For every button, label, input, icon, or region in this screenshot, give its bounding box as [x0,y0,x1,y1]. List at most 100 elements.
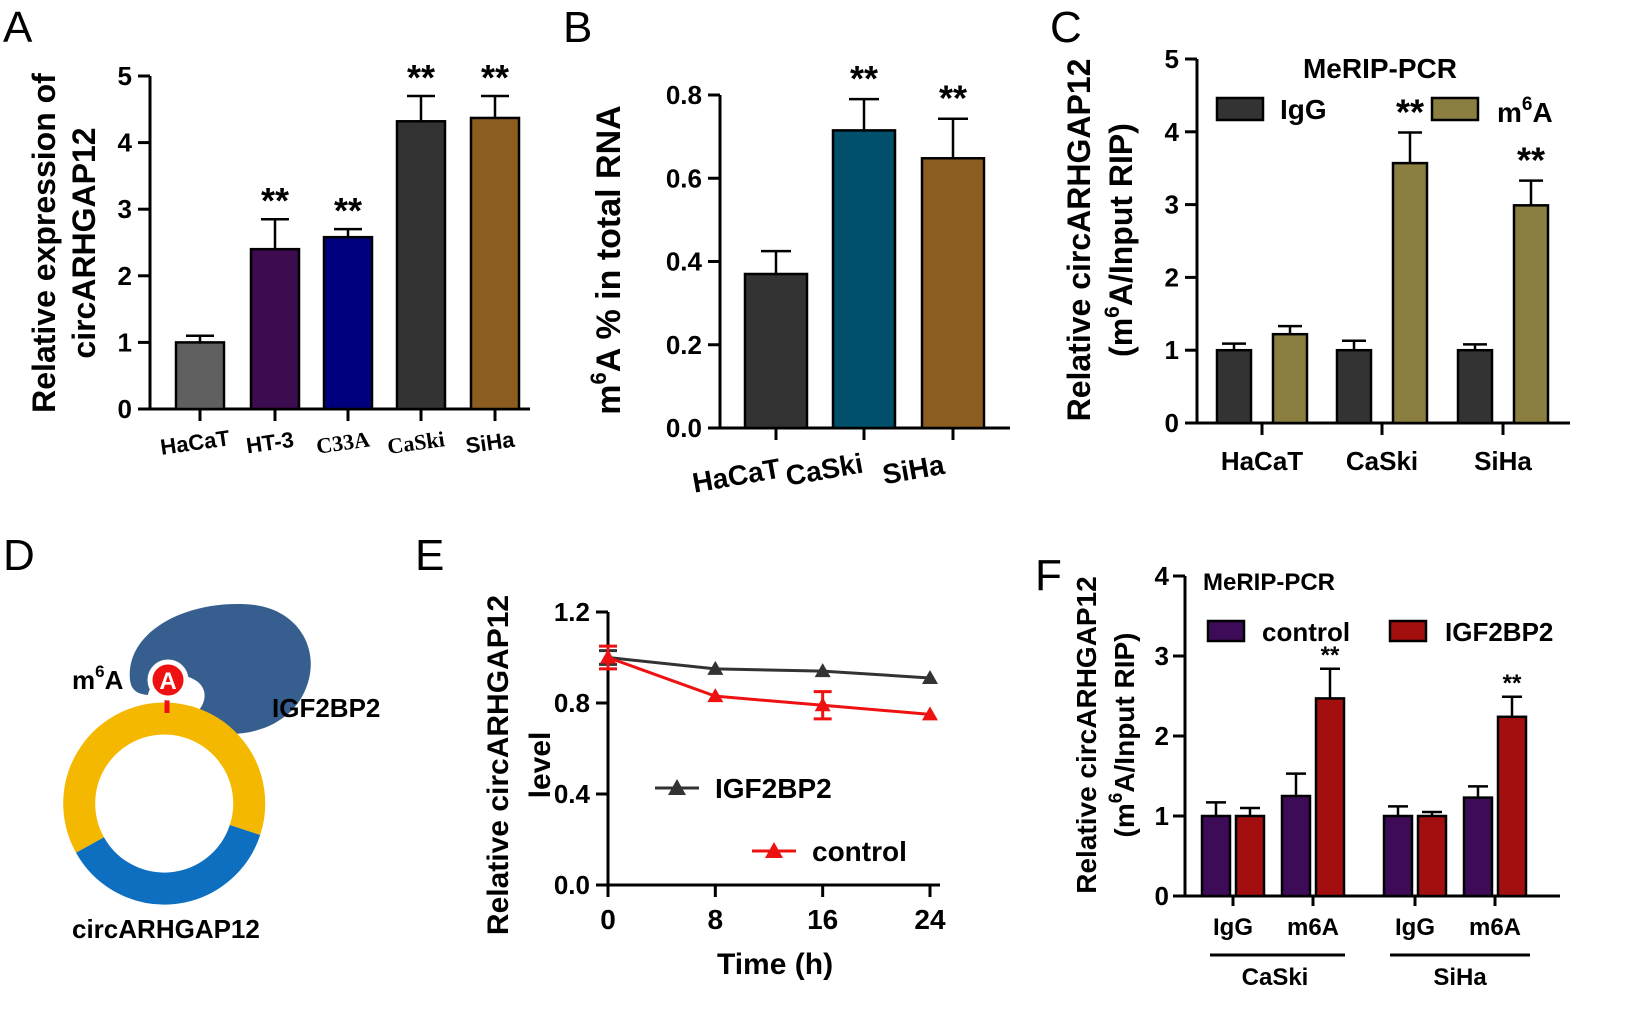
e-x-tick-label: 8 [708,904,724,935]
f-category-label: IgG [1395,914,1435,941]
f-significance-label: ** [1321,642,1340,669]
c-significance-label: ** [1396,92,1424,133]
a-category-label: HaCaT [159,425,232,460]
c-bar [1456,348,1494,425]
f-category-label: IgG [1213,914,1253,941]
c-category-label: HaCaT [1221,446,1303,476]
b-y-tick-label: 0.0 [666,413,702,443]
c-y-axis-label: Relative circARHGAP12 (m6A/Input RIP) [1061,59,1139,422]
diagram-panel-d: A m6A IGF2BP2 circARHGAP12 [63,604,380,944]
b-y-tick-label: 0.6 [666,163,702,193]
a-significance-label: ** [334,190,362,231]
f-legend-label: control [1262,617,1350,647]
a-bar [249,247,301,411]
f-category-label: m6A [1469,914,1521,941]
m6a-label: m6A [72,662,124,695]
f-bar [1200,814,1232,898]
e-data-point [707,660,724,675]
adenosine-label: A [159,668,176,695]
c-y-tick-label: 1 [1165,335,1179,365]
a-y-tick-label: 3 [118,194,132,224]
e-data-point [814,697,831,712]
c-y-tick-label: 5 [1165,44,1179,74]
f-bar [1234,814,1266,898]
a-bar [322,235,374,411]
c-y-tick-label: 0 [1165,408,1179,438]
e-data-point [600,649,616,664]
f-bar [1280,794,1312,898]
a-y-tick-label: 4 [118,128,133,158]
c-legend-label: IgG [1280,94,1327,125]
e-x-tick-label: 16 [807,904,838,935]
f-bar [1314,697,1346,898]
e-y-axis-label: Relative circARHGAP12 level [482,595,557,935]
e-x-tick-label: 0 [600,904,616,935]
b-bar [920,157,986,430]
c-y-tick-label: 3 [1165,190,1179,220]
c-significance-label: ** [1517,140,1545,181]
f-y-tick-label: 1 [1155,801,1169,831]
f-y-tick-label: 0 [1155,881,1169,911]
e-data-point [922,669,938,684]
e-legend-label: control [812,836,907,867]
f-group-label: SiHa [1433,964,1487,991]
e-y-tick-label: 0.0 [554,870,590,900]
e-legend-label: IGF2BP2 [715,773,832,804]
c-category-label: CaSki [1346,446,1418,476]
e-x-tick-label: 24 [914,904,946,935]
f-legend-label: IGF2BP2 [1445,617,1553,647]
igf2bp2-label: IGF2BP2 [272,693,380,723]
b-y-axis-label: m6A % in total RNA [586,105,628,414]
a-y-axis-label: Relative expression of circARHGAP12 [26,73,102,413]
e-series-line [607,656,931,716]
c-bar [1391,161,1429,425]
f-group-label: CaSki [1242,964,1309,991]
f-significance-label: ** [1503,670,1522,697]
chart-panel-a: 0 1 2 3 4 5 HaCaT ** HT-3 ** C33A ** CaSki ** SiHa Rela… [26,57,530,460]
f-bar [1496,715,1528,898]
a-y-tick-label: 2 [118,261,132,291]
circrna-ring-yellow [63,702,266,853]
chart-panel-b: 0.0 0.2 0.4 0.6 0.8 HaCaT ** CaSki ** SiHa m6A % i… [586,58,1010,499]
c-chart-title: MeRIP-PCR [1303,53,1457,84]
a-y-tick-label: 1 [118,327,132,357]
chart-panel-e: 0.0 0.4 0.8 1.2 0 8 16 24 Time (h) IGF2BP2 control… [482,595,946,981]
a-significance-label: ** [407,57,435,98]
e-y-tick-label: 0.8 [554,688,590,718]
f-bar [1382,814,1414,898]
c-legend-swatch [1215,96,1265,122]
f-y-tick-label: 3 [1155,641,1169,671]
e-legend-marker [668,779,686,795]
f-category-label: m6A [1287,914,1339,941]
adenosine-mark [147,659,189,701]
b-bar [743,272,809,430]
f-bar [1416,814,1448,898]
panel-label-c: C [1050,3,1082,52]
f-chart-title: MeRIP-PCR [1203,569,1335,596]
a-bar [395,120,447,411]
circarhgap12-label: circARHGAP12 [72,914,260,944]
a-bar [174,341,226,411]
c-legend-swatch [1430,96,1480,122]
b-significance-label: ** [939,78,967,119]
a-significance-label: ** [261,180,289,221]
e-series-line [607,656,931,680]
e-legend-marker [765,842,783,858]
circrna-ring [63,702,266,905]
f-legend-swatch [1388,619,1428,643]
c-legend-label: m6A [1497,94,1553,128]
c-category-label: SiHa [1474,446,1532,476]
c-y-tick-label: 2 [1165,262,1179,292]
panel-label-a: A [3,3,33,52]
b-significance-label: ** [850,58,878,99]
a-y-tick-label: 0 [118,394,132,424]
f-y-tick-label: 4 [1155,561,1170,591]
a-category-label: CaSki [386,426,446,459]
b-y-tick-label: 0.4 [666,247,703,277]
f-bar [1462,796,1494,898]
b-bar [831,129,897,430]
a-y-tick-label: 5 [118,61,132,91]
c-y-tick-label: 4 [1165,117,1180,147]
c-bar [1215,348,1253,425]
